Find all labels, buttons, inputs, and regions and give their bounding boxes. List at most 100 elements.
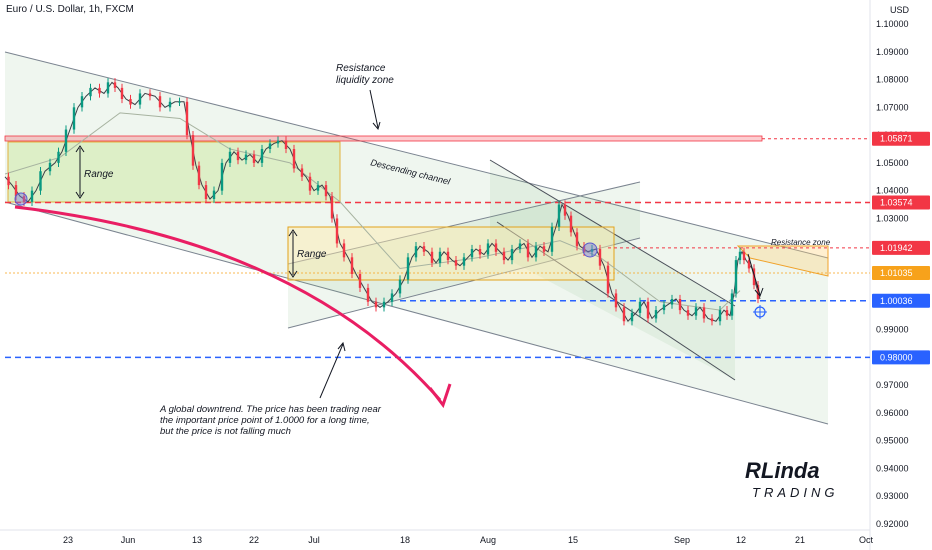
candle-body	[446, 251, 450, 261]
candle-body	[694, 307, 698, 316]
candle-body	[292, 149, 296, 169]
y-tick-label: 1.03000	[876, 213, 909, 223]
resistance-zone-label: Resistance zone	[771, 238, 831, 247]
range-label-2: Range	[297, 249, 327, 260]
candle-body	[80, 96, 84, 108]
candle-body	[438, 251, 442, 263]
candle-body	[598, 249, 602, 266]
candle-body	[358, 274, 362, 288]
candle-body	[48, 162, 52, 172]
candle-body	[734, 260, 738, 294]
wedge-upper	[489, 159, 736, 307]
candle-body	[22, 196, 26, 202]
candle-body	[72, 107, 76, 130]
liquidity-arrow-head	[372, 121, 381, 131]
y-tick-label: 1.09000	[876, 47, 909, 57]
downtrend-arrow	[14, 205, 442, 401]
logo-linda: RLinda	[745, 458, 820, 483]
price-tag	[872, 266, 930, 281]
price-tag-label: 0.98000	[880, 352, 913, 362]
candle-body	[204, 185, 208, 199]
y-tick-label: 1.08000	[876, 75, 909, 85]
candle-body	[185, 101, 189, 136]
candle-body	[350, 257, 354, 274]
candle-body	[7, 176, 10, 186]
candle-body	[236, 151, 240, 161]
candle-body	[542, 246, 546, 252]
candle-body	[563, 204, 567, 216]
price-tag	[872, 350, 930, 365]
candle-body	[686, 310, 690, 316]
candle-body	[284, 140, 288, 149]
candle-body	[654, 310, 658, 319]
candle-body	[330, 196, 334, 219]
y-tick-label: 0.99000	[876, 325, 909, 335]
resistance-liquidity-band	[4, 135, 763, 142]
y-tick-label: 0.96000	[876, 408, 909, 418]
candle-body	[430, 251, 434, 263]
y-tick-label: 1.10000	[876, 19, 909, 29]
candle-body	[622, 307, 626, 322]
candle-body	[120, 87, 124, 99]
candle-body	[414, 246, 418, 258]
candle-body	[569, 215, 573, 233]
candle-body	[30, 190, 34, 202]
note-arrow-head	[337, 341, 346, 352]
x-tick-label: 23	[63, 535, 73, 545]
candle-body	[702, 307, 706, 319]
downtrend-note-line: but the price is not falling much	[160, 426, 291, 437]
candle-body	[158, 96, 162, 108]
wedge-fill	[490, 160, 735, 380]
y-tick-label: 1.04000	[876, 186, 909, 196]
candle-body	[738, 251, 742, 261]
candle-body	[316, 185, 320, 191]
x-tick-label: Oct	[859, 535, 874, 545]
candle-body	[14, 185, 18, 197]
y-tick-label: 1.05000	[876, 158, 909, 168]
x-tick-label: Aug	[480, 535, 496, 545]
candle-body	[590, 249, 594, 252]
channel-lower-line	[4, 201, 829, 425]
candle-body	[518, 243, 522, 249]
candle-body	[220, 162, 224, 191]
y-tick-label: 0.95000	[876, 436, 909, 446]
candle-body	[510, 249, 514, 261]
candle-body	[168, 101, 172, 108]
candle-body	[138, 93, 142, 105]
logo-trading: TRADING	[752, 485, 839, 500]
range-arrow-1-heads	[75, 145, 85, 199]
candle-body	[382, 301, 386, 308]
candle-body	[470, 249, 474, 258]
candle-body	[718, 310, 722, 322]
candle-body	[398, 279, 402, 294]
price-tag	[872, 195, 930, 210]
candle-body	[89, 87, 92, 97]
range-arrow-2-heads	[288, 229, 298, 278]
candle-body	[747, 260, 751, 269]
candle-body	[614, 293, 618, 308]
candle-body	[276, 140, 280, 144]
price-tag-label: 1.00036	[880, 296, 913, 306]
x-tick-label: Jul	[308, 535, 320, 545]
x-tick-label: 13	[192, 535, 202, 545]
candle-body	[260, 149, 264, 163]
channel-upper-line	[4, 51, 829, 259]
candle-body	[422, 246, 426, 252]
x-tick-label: 18	[400, 535, 410, 545]
candle-body	[662, 304, 666, 311]
candle-body	[678, 299, 682, 311]
currency-label: USD	[890, 5, 910, 15]
candle-body	[342, 243, 346, 258]
range-label-1: Range	[84, 169, 114, 180]
downtrend-note-line: A global downtrend. The price has been t…	[159, 404, 382, 415]
y-tick-label: 0.93000	[876, 491, 909, 501]
candle-body	[606, 265, 610, 294]
touch-circle	[14, 192, 28, 206]
candle-body	[39, 171, 42, 191]
y-tick-label: 0.97000	[876, 380, 909, 390]
candle-body	[64, 129, 68, 152]
candle-body	[106, 82, 110, 94]
price-tag-label: 1.03574	[880, 198, 913, 208]
candle-body	[526, 243, 530, 258]
